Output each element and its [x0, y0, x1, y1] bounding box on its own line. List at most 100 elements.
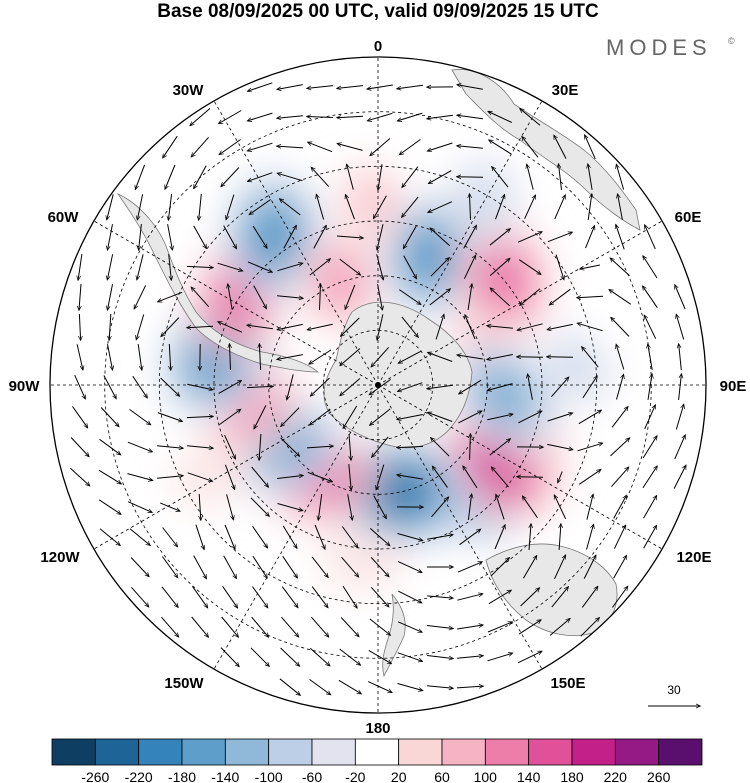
- map-border: [49, 56, 707, 714]
- wind-vector-arrow: [309, 647, 329, 665]
- wind-vector-arrow: [611, 407, 628, 428]
- wind-vector-arrow: [247, 261, 272, 272]
- colorbar-tick-label: 220: [604, 769, 628, 783]
- wind-vector-arrow: [192, 586, 208, 607]
- colorbar-swatch: [224, 738, 270, 766]
- wind-vector-arrow: [487, 414, 512, 421]
- wind-vector-arrow: [348, 464, 351, 490]
- wind-vector-arrow: [618, 194, 623, 220]
- wind-vector-arrow: [277, 476, 303, 479]
- wind-vector-arrow: [401, 316, 418, 337]
- wind-vector-arrow: [370, 586, 388, 606]
- wind-vector-arrow: [582, 347, 599, 368]
- wind-vector-arrow: [580, 264, 600, 269]
- wind-vector-arrow: [492, 467, 509, 488]
- anomaly-blob: [171, 437, 250, 511]
- wind-vector-arrow: [221, 167, 240, 187]
- wind-vector-arrow: [311, 556, 328, 577]
- wind-vector-arrow: [249, 199, 271, 215]
- wind-vector-arrow: [223, 555, 237, 579]
- wind-vector-arrow: [337, 116, 364, 117]
- wind-vector-arrow: [167, 224, 173, 250]
- anomaly-blob: [371, 469, 430, 515]
- wind-vector-arrow: [161, 556, 177, 578]
- wind-vector-arrow: [372, 436, 389, 457]
- wind-vector-arrow: [190, 108, 211, 126]
- wind-vector-arrow: [517, 232, 542, 243]
- wind-vector-arrow: [489, 140, 512, 155]
- wind-vector-arrow: [137, 254, 144, 279]
- wind-vector-arrow: [398, 112, 423, 121]
- colorbar-swatch: [181, 738, 226, 766]
- wind-vector-arrow: [518, 411, 541, 424]
- wind-vector-arrow: [642, 466, 657, 489]
- wind-vector-arrow: [397, 533, 423, 541]
- wind-vector-arrow: [336, 236, 363, 238]
- wind-vector-arrow: [72, 406, 88, 427]
- wind-vector-arrow: [457, 625, 483, 630]
- wind-vector-arrow: [648, 344, 653, 370]
- colorbar-swatch: [398, 738, 443, 766]
- meridian-line: [377, 100, 543, 386]
- wind-vector-arrow: [70, 467, 89, 485]
- wind-vector-arrow: [248, 82, 273, 91]
- wind-vector-arrow: [487, 326, 513, 329]
- wind-vector-arrow: [311, 377, 330, 396]
- wind-vector-arrow: [402, 196, 419, 217]
- reference-vector-label: 30: [667, 683, 681, 697]
- wind-vector-arrow: [135, 164, 146, 189]
- wind-vector-arrow: [311, 586, 328, 608]
- wind-vector-arrow: [248, 112, 273, 121]
- wind-vector-arrow: [194, 165, 207, 189]
- wind-vector-arrow: [224, 524, 235, 549]
- wind-vector-arrow: [278, 173, 303, 182]
- wind-vector-arrow: [160, 502, 180, 511]
- wind-vector-arrow: [316, 195, 325, 220]
- lon-label-30w: 30W: [173, 82, 205, 99]
- wind-vector-arrow: [281, 586, 298, 608]
- wind-vector-arrow: [161, 616, 179, 637]
- wind-vector-arrow: [132, 375, 147, 398]
- wind-vector-arrow: [307, 85, 333, 89]
- meridian-line: [93, 384, 379, 550]
- wind-vector-arrow: [107, 194, 114, 219]
- wind-vector-arrow: [528, 374, 533, 400]
- wind-vector-arrow: [585, 135, 596, 160]
- wind-vector-arrow: [259, 344, 260, 371]
- wind-vector-arrow: [427, 595, 453, 598]
- wind-vector-arrow: [337, 144, 363, 151]
- wind-vector-arrow: [645, 225, 656, 250]
- south-pole-marker: [375, 382, 381, 388]
- wind-vector-arrow: [341, 526, 357, 548]
- wind-vector-arrow: [370, 557, 389, 576]
- wind-vector-arrow: [220, 647, 239, 667]
- wind-vector-arrow: [139, 224, 142, 250]
- wind-vector-arrow: [397, 561, 422, 573]
- wind-vector-arrow: [463, 466, 478, 489]
- meridian-line: [377, 384, 663, 550]
- wind-vector-arrow: [402, 166, 419, 188]
- wind-vector-arrow: [676, 315, 685, 340]
- colorbar-tick-label: 60: [434, 769, 450, 783]
- wind-vector-arrow: [397, 621, 422, 632]
- colorbar-swatch: [658, 738, 703, 766]
- wind-vector-arrow: [517, 477, 544, 478]
- wind-vector-arrow: [187, 445, 213, 448]
- wind-vector-arrow: [457, 355, 483, 360]
- wind-vector-arrow: [277, 503, 303, 511]
- wind-vector-arrow: [397, 652, 423, 662]
- colorbar-swatch: [441, 738, 486, 766]
- colorbar-swatch: [268, 738, 313, 766]
- wind-vector-arrow: [165, 164, 176, 189]
- lon-label-90e: 90E: [720, 378, 747, 395]
- reference-vector: 30: [648, 683, 700, 706]
- wind-vector-arrow: [520, 109, 541, 126]
- wind-vector-arrow: [127, 473, 153, 481]
- wind-vector-arrow: [547, 413, 573, 422]
- wind-vector-arrow: [675, 405, 683, 430]
- wind-vector-arrow: [368, 112, 393, 120]
- wind-vector-arrow: [554, 135, 567, 159]
- wind-vector-arrow: [428, 142, 453, 151]
- anomaly-blob: [480, 251, 527, 309]
- wind-vector-arrow: [374, 195, 387, 219]
